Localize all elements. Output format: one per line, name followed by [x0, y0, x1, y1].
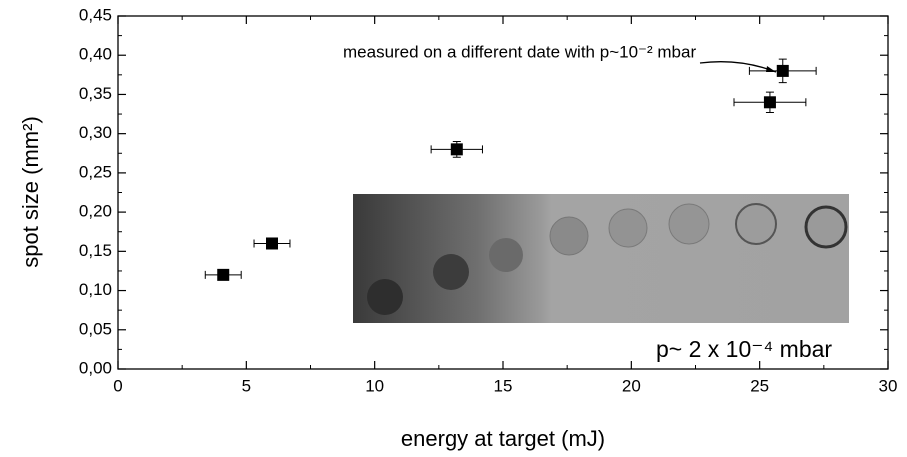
y-tick-label: 0,25	[79, 162, 112, 181]
x-tick-label: 25	[750, 376, 769, 395]
annotation: p~ 2 x 10⁻⁴ mbar	[656, 336, 832, 362]
point	[217, 268, 230, 281]
x-tick-label: 0	[113, 376, 122, 395]
annotation: measured on a different date with p~10⁻²…	[343, 42, 696, 61]
point	[763, 96, 776, 109]
y-tick-label: 0,20	[79, 202, 112, 221]
point	[776, 64, 789, 77]
x-tick-label: 5	[242, 376, 251, 395]
point	[450, 143, 463, 156]
y-tick-label: 0,30	[79, 123, 112, 142]
x-tick-label: 10	[365, 376, 384, 395]
y-tick-label: 0,10	[79, 280, 112, 299]
point	[266, 237, 278, 250]
y-axis-title: spot size (mm²)	[18, 116, 43, 268]
x-tick-label: 20	[622, 376, 641, 395]
y-tick-label: 0,35	[79, 84, 112, 103]
y-tick-label: 0,40	[79, 45, 112, 64]
x-tick-label: 15	[494, 376, 513, 395]
y-tick-label: 0,15	[79, 241, 112, 260]
x-axis-title: energy at target (mJ)	[401, 426, 605, 451]
x-tick-label: 30	[879, 376, 898, 395]
inset-photo	[353, 194, 849, 323]
y-tick-label: 0,00	[79, 358, 112, 377]
y-tick-label: 0,05	[79, 319, 112, 338]
y-tick-label: 0,45	[79, 5, 112, 24]
